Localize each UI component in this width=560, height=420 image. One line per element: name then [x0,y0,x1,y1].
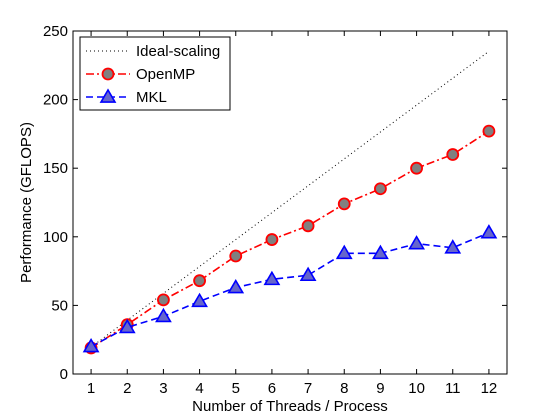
openmp-point [337,197,351,211]
x-tick-label: 1 [87,380,95,397]
openmp-point [265,233,279,246]
x-tick-label: 11 [445,380,461,397]
legend-item-mkl: MKL [86,88,167,106]
x-tick-label: 10 [408,380,425,397]
legend-swatch-marker [99,88,117,103]
y-tick-label: 250 [43,23,68,40]
x-tick-label: 4 [195,380,203,397]
x-tick-label: 7 [304,380,312,397]
openmp-point [374,182,387,196]
series-mkl [82,224,498,353]
x-tick-label: 8 [340,380,348,397]
openmp-point [301,219,315,233]
x-tick-label: 2 [123,380,131,397]
mkl-point [444,239,462,254]
mkl-point [82,337,100,353]
y-tick-label: 150 [43,160,68,177]
legend-swatch-marker [101,67,115,81]
mkl-point [227,278,245,294]
openmp-point [157,293,170,307]
y-axis-label: Performance (GFLOPS) [18,122,35,283]
mkl-point [408,235,425,250]
openmp-line [90,130,490,349]
openmp-point [482,124,496,138]
x-tick-label: 12 [481,380,498,397]
openmp-point [410,161,423,175]
legend-label: Ideal-scaling [136,43,220,60]
x-axis-label: Number of Threads / Process [192,398,388,415]
legend-items: Ideal-scaling OpenMP MKL [86,43,220,106]
mkl-point [299,266,317,282]
legend-item-openmp: OpenMP [86,66,195,83]
x-tick-label: 9 [376,380,384,397]
openmp-point [229,249,243,263]
y-tick-label: 100 [43,229,68,246]
mkl-point [480,224,498,239]
legend-label: OpenMP [136,66,195,83]
openmp-point [193,274,206,288]
mkl-point [155,307,172,323]
y-tick-label: 0 [60,366,68,383]
mkl-point [118,318,136,334]
legend-item-ideal-scaling: Ideal-scaling [86,43,220,60]
mkl-point [191,292,208,308]
y-tick-label: 200 [43,92,68,109]
series-layer [82,50,498,355]
legend-label: MKL [136,89,167,106]
openmp-point [446,148,460,161]
series-openmp [84,124,496,355]
legend: Ideal-scaling OpenMP MKL [79,36,231,111]
mkl-point [263,270,281,286]
mkl-point [372,244,389,260]
y-tick-label: 50 [51,297,68,314]
x-tick-label: 6 [268,380,276,397]
mkl-point [335,244,353,260]
x-tick-label: 5 [232,380,240,397]
x-tick-label: 3 [159,380,167,397]
